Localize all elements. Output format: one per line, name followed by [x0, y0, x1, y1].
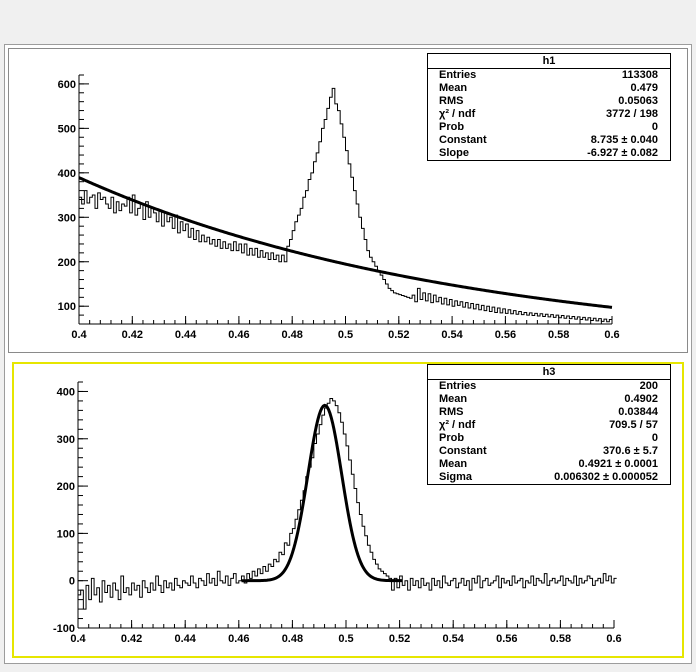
x-tick-label: 0.42 — [121, 633, 142, 645]
x-tick-label: 0.44 — [174, 633, 196, 645]
stat-row: Slope -6.927 ± 0.082 — [428, 147, 670, 160]
stat-value: 8.735 ± 0.040 — [590, 134, 658, 146]
stat-value: 709.5 / 57 — [609, 419, 658, 431]
stat-label: RMS — [439, 406, 464, 418]
stat-row: RMS 0.05063 — [428, 95, 670, 108]
y-tick-label: 200 — [57, 481, 75, 493]
stat-label: Sigma — [439, 471, 473, 483]
stat-label: Constant — [439, 134, 487, 146]
stat-row: χ² / ndf 709.5 / 57 — [428, 419, 670, 432]
statbox-title: h3 — [428, 365, 670, 380]
stat-row: Entries 113308 — [428, 69, 670, 82]
fit-curve — [241, 403, 403, 583]
statbox-title: h1 — [428, 54, 670, 69]
statbox-h1[interactable]: h1 Entries 113308 Mean 0.479 RMS 0.05063 χ² / … — [427, 53, 671, 161]
stat-label: Entries — [439, 69, 477, 81]
stat-label: χ² / ndf — [439, 419, 476, 431]
stat-value: 0.4902 — [624, 393, 658, 405]
y-tick-label: 100 — [57, 528, 75, 540]
pad-h3[interactable]: 0.4 0.42 0.44 0.46 0.48 0.5 0.52 0.54 0.56 0.58 0.… — [12, 362, 684, 658]
x-tick-label: 0.5 — [338, 633, 353, 645]
stat-row: Mean 0.4902 — [428, 393, 670, 406]
stat-label: Prob — [439, 121, 465, 133]
y-tick-label: -100 — [53, 623, 75, 635]
stat-label: RMS — [439, 95, 464, 107]
stat-row: RMS 0.03844 — [428, 406, 670, 419]
stat-value: 370.6 ± 5.7 — [603, 445, 658, 457]
stat-label: Slope — [439, 147, 469, 159]
stat-value: 0.05063 — [618, 95, 658, 107]
stat-value: 113308 — [621, 69, 658, 81]
stat-row: Mean 0.4921 ± 0.0001 — [428, 458, 670, 471]
x-tick-label: 0.58 — [548, 329, 569, 341]
x-tick-label: 0.42 — [122, 329, 143, 341]
stat-row: Prob 0 — [428, 121, 670, 134]
y-tick-label: 500 — [58, 123, 76, 135]
x-tick-label: 0.46 — [228, 633, 249, 645]
x-tick-label: 0.58 — [550, 633, 571, 645]
x-tick-label: 0.48 — [282, 633, 303, 645]
y-tick-label: 300 — [57, 434, 75, 446]
stat-row: Sigma 0.006302 ± 0.000052 — [428, 471, 670, 484]
stat-label: Mean — [439, 393, 468, 405]
x-tick-label: 0.6 — [606, 633, 621, 645]
stat-label: Entries — [439, 380, 477, 392]
stat-row: χ² / ndf 3772 / 198 — [428, 108, 670, 121]
stat-value: 0.4921 ± 0.0001 — [578, 458, 658, 470]
h1-plot: 0.4 0.42 0.44 0.46 0.48 0.5 0.52 0.54 0.56 0.58 0.… — [58, 74, 620, 341]
fit-curve — [78, 176, 613, 309]
histogram-line — [78, 398, 617, 610]
stat-value: 0 — [651, 121, 658, 133]
x-tick-label: 0.54 — [441, 329, 463, 341]
stat-value: 0.006302 ± 0.000052 — [554, 471, 658, 483]
x-tick-label: 0.52 — [389, 633, 410, 645]
stat-row: Prob 0 — [428, 432, 670, 445]
y-tick-label: 300 — [58, 212, 76, 224]
stat-row: Entries 200 — [428, 380, 670, 393]
x-tick-label: 0.4 — [71, 329, 87, 341]
x-tick-label: 0.4 — [70, 633, 86, 645]
stat-label: Mean — [439, 458, 468, 470]
x-tick-label: 0.5 — [338, 329, 353, 341]
stat-value: 200 — [639, 380, 658, 392]
stat-label: Prob — [439, 432, 465, 444]
stat-label: Constant — [439, 445, 487, 457]
x-tick-label: 0.56 — [496, 633, 517, 645]
h3-plot: 0.4 0.42 0.44 0.46 0.48 0.5 0.52 0.54 0.56 0.58 0.… — [53, 381, 622, 645]
statbox-h3[interactable]: h3 Entries 200 Mean 0.4902 RMS 0.03844 χ² / nd… — [427, 364, 671, 485]
x-tick-label: 0.48 — [281, 329, 302, 341]
stat-row: Constant 370.6 ± 5.7 — [428, 445, 670, 458]
stat-label: χ² / ndf — [439, 108, 476, 120]
x-tick-label: 0.6 — [604, 329, 619, 341]
x-tick-label: 0.56 — [495, 329, 516, 341]
x-tick-label: 0.44 — [175, 329, 197, 341]
stat-label: Mean — [439, 82, 468, 94]
histogram-line — [79, 87, 612, 323]
stat-value: 0 — [651, 432, 658, 444]
y-tick-label: 200 — [58, 257, 76, 269]
y-tick-label: 0 — [69, 576, 75, 588]
y-tick-label: 100 — [58, 301, 76, 313]
stat-row: Mean 0.479 — [428, 82, 670, 95]
x-tick-label: 0.54 — [442, 633, 464, 645]
stat-row: Constant 8.735 ± 0.040 — [428, 134, 670, 147]
stat-value: 0.03844 — [618, 406, 658, 418]
stat-value: 0.479 — [630, 82, 658, 94]
x-tick-label: 0.46 — [228, 329, 249, 341]
y-tick-label: 600 — [58, 79, 76, 91]
pad-h1[interactable]: 0.4 0.42 0.44 0.46 0.48 0.5 0.52 0.54 0.56 0.58 0.… — [8, 48, 688, 353]
stat-value: 3772 / 198 — [606, 108, 658, 120]
y-tick-label: 400 — [57, 386, 75, 398]
x-tick-label: 0.52 — [388, 329, 409, 341]
stat-value: -6.927 ± 0.082 — [587, 147, 658, 159]
y-tick-label: 400 — [58, 168, 76, 180]
